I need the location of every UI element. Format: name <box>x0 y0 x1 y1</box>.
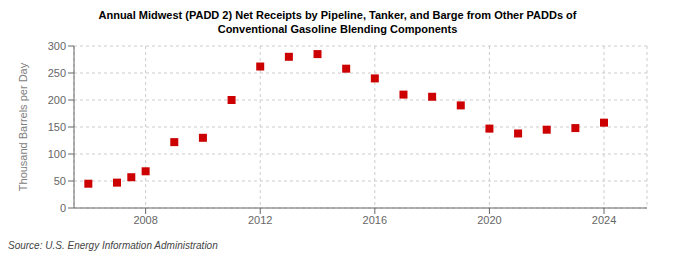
html-text:Source: U.S. Energy Informatio: Source: U.S. Energy Information Administ… <box>8 240 218 251</box>
svg-text:300: 300 <box>48 40 66 52</box>
svg-text:2008: 2008 <box>133 214 157 226</box>
svg-text:100: 100 <box>48 148 66 160</box>
svg-text:2024: 2024 <box>592 214 616 226</box>
svg-text:0: 0 <box>60 202 66 214</box>
svg-text:200: 200 <box>48 94 66 106</box>
svg-text:2012: 2012 <box>248 214 272 226</box>
svg-text:2016: 2016 <box>363 214 387 226</box>
html-text:Annual Midwest (PADD 2) Net Re: Annual Midwest (PADD 2) Net Receipts by … <box>98 9 577 21</box>
svg-text:50: 50 <box>54 175 66 187</box>
svg-text:150: 150 <box>48 121 66 133</box>
html-text:Conventional Gasoline Blending: Conventional Gasoline Blending Component… <box>217 23 458 35</box>
svg-text:2020: 2020 <box>477 214 501 226</box>
svg-text:250: 250 <box>48 67 66 79</box>
svg-text:Thousand Barrels per Day: Thousand Barrels per Day <box>17 62 29 191</box>
